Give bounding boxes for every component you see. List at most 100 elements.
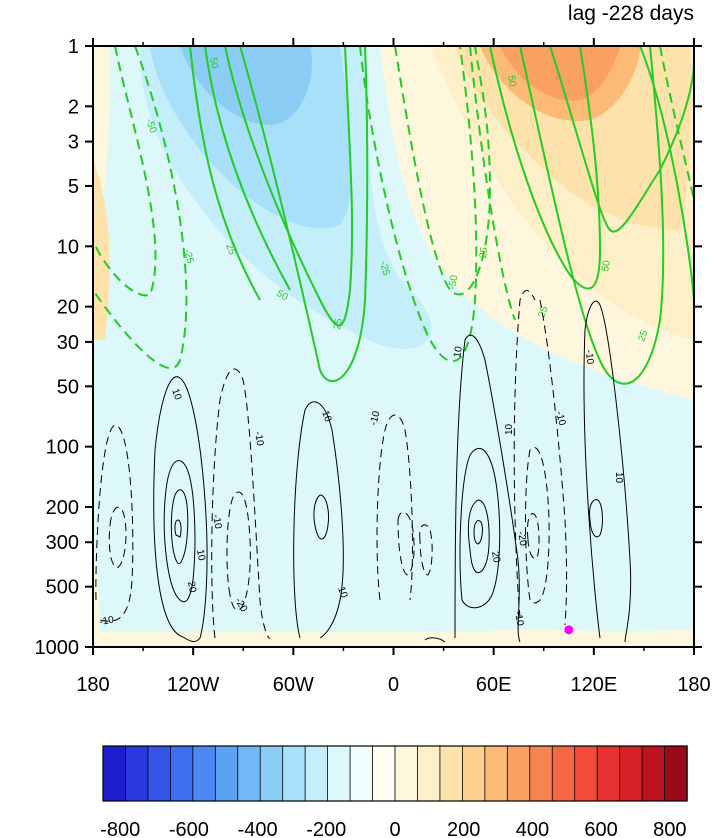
y-tick-label: 10 [57, 236, 79, 258]
green-contour-neg-25-e [469, 46, 516, 321]
black-contour-label: -20 [515, 531, 528, 548]
black-contour-20-b [163, 460, 196, 603]
y-tick-label: 500 [46, 577, 79, 599]
black-contour-label: 10 [335, 585, 349, 600]
black-contour-label: 20 [489, 551, 502, 564]
black-contour-10-f [454, 334, 521, 643]
colorbar-swatch [214, 745, 239, 802]
colorbar-swatch [484, 745, 509, 802]
colorbar-tick-label: 800 [653, 819, 686, 838]
colorbar-swatch [529, 745, 553, 802]
y-tick-label: 30 [57, 332, 79, 354]
colorbar-swatch [596, 745, 621, 802]
colorbar-tick-label: 200 [447, 819, 480, 838]
black-contour-label: 10 [452, 345, 465, 358]
colorbar-swatch [304, 745, 329, 802]
black-contour-label: -10 [99, 615, 116, 628]
y-tick-label: 2 [68, 96, 79, 118]
green-contour-50-a [204, 46, 291, 291]
green-contour-25-f [519, 46, 665, 385]
colorbar-swatch [147, 745, 172, 802]
colorbar-swatch [461, 745, 486, 802]
colorbar-swatch [372, 745, 396, 802]
black-contour-neg-20-g [525, 447, 550, 604]
x-tick-label: 120E [570, 674, 617, 696]
green-contour-label: -50 [447, 274, 460, 291]
colorbar-swatch [641, 745, 666, 802]
black-contour-neg-20-e [397, 511, 415, 576]
green-contour-label: 50 [600, 259, 613, 272]
black-contour-20-d [313, 494, 329, 540]
colorbar-swatch [664, 745, 688, 802]
colorbar-tick-label: -200 [306, 819, 346, 838]
black-contour-label: 10 [504, 423, 515, 435]
green-contour-label: 50 [207, 57, 220, 70]
green-contour-label: -25 [477, 246, 490, 263]
green-contour-50-g [549, 46, 694, 233]
black-contour-neg-30-h [527, 513, 540, 559]
y-tick-label: 3 [68, 132, 79, 154]
y-tick-label: 300 [46, 532, 79, 554]
colorbar-swatch [417, 745, 441, 802]
green-contour-25-a [189, 46, 261, 301]
green-contours [93, 46, 694, 385]
green-contour-50-f [489, 46, 602, 290]
black-contour-neg-10-g [513, 290, 536, 619]
black-contour-label: -10 [252, 431, 265, 448]
x-tick-label: 60W [273, 674, 314, 696]
colorbar-swatch [125, 745, 149, 802]
colorbar-swatch [169, 745, 194, 802]
x-tick-label: 180 [76, 674, 109, 696]
x-tick-label: 60E [476, 674, 512, 696]
black-contour-label: 20 [185, 581, 198, 594]
green-contour-label: -25 [377, 260, 391, 277]
black-contour-20-f [459, 448, 501, 609]
green-contour-label: 25 [636, 328, 650, 343]
green-contour-label: 25 [536, 304, 550, 319]
colorbar-swatch [439, 745, 464, 802]
x-tick-label: 120W [167, 674, 219, 696]
colorbar-swatch [394, 745, 419, 802]
colorbar-tick-label: -800 [100, 819, 140, 838]
green-contour-label: 25 [332, 317, 345, 330]
colorbar-tick-label: 600 [584, 819, 617, 838]
colorbar-tick-label: -600 [169, 819, 209, 838]
colorbar: -800 -600 -400 -200 0 200 400 600 800 [100, 745, 688, 838]
y-tick-label: 100 [46, 437, 79, 459]
y-tick-label: 5 [68, 176, 79, 198]
green-contour-label: 50 [275, 288, 291, 303]
x-axis: 180 120W 60W 0 60E 120E 180 [76, 38, 711, 696]
black-contour-label: -10 [368, 410, 382, 427]
location-marker [564, 625, 574, 635]
green-contour-neg-25-h [659, 46, 694, 201]
green-contour-neg-25-c [359, 46, 478, 363]
colorbar-swatch [259, 745, 284, 802]
colorbar-swatch [506, 745, 531, 802]
black-contour-inner-b [174, 519, 182, 538]
black-contour-label: -10 [553, 410, 567, 427]
black-contour-inner-f [473, 519, 483, 545]
black-contour-neg-20-a [108, 507, 127, 569]
x-tick-label: 0 [388, 674, 399, 696]
black-contour-label: -10 [583, 349, 595, 365]
black-contour-30-b [170, 489, 189, 565]
y-tick-label: 1 [68, 36, 79, 58]
black-contour-neg-10-c [211, 368, 271, 639]
y-tick-label: 20 [57, 297, 79, 319]
black-contour-label: 10 [169, 387, 183, 402]
green-contour-label: 50 [505, 75, 518, 88]
black-contour-label: 10 [613, 472, 624, 484]
green-contour-labels: -50 -25 50 25 50 25 -25 -50 -25 50 25 50… [143, 57, 651, 343]
colorbar-swatch [192, 745, 217, 802]
green-contour-neg-50-left [93, 46, 157, 297]
black-contour-neg-10-e [376, 414, 413, 601]
green-contour-25-b [239, 46, 369, 382]
colorbar-swatch [327, 745, 351, 802]
green-contour-label: -50 [143, 117, 158, 135]
green-contour-neg-25-left [93, 46, 188, 369]
black-contour-10-i [583, 300, 632, 643]
negative-shading-400 [180, 46, 312, 125]
green-contour-50-b [224, 46, 354, 327]
colorbar-swatch [619, 745, 643, 802]
